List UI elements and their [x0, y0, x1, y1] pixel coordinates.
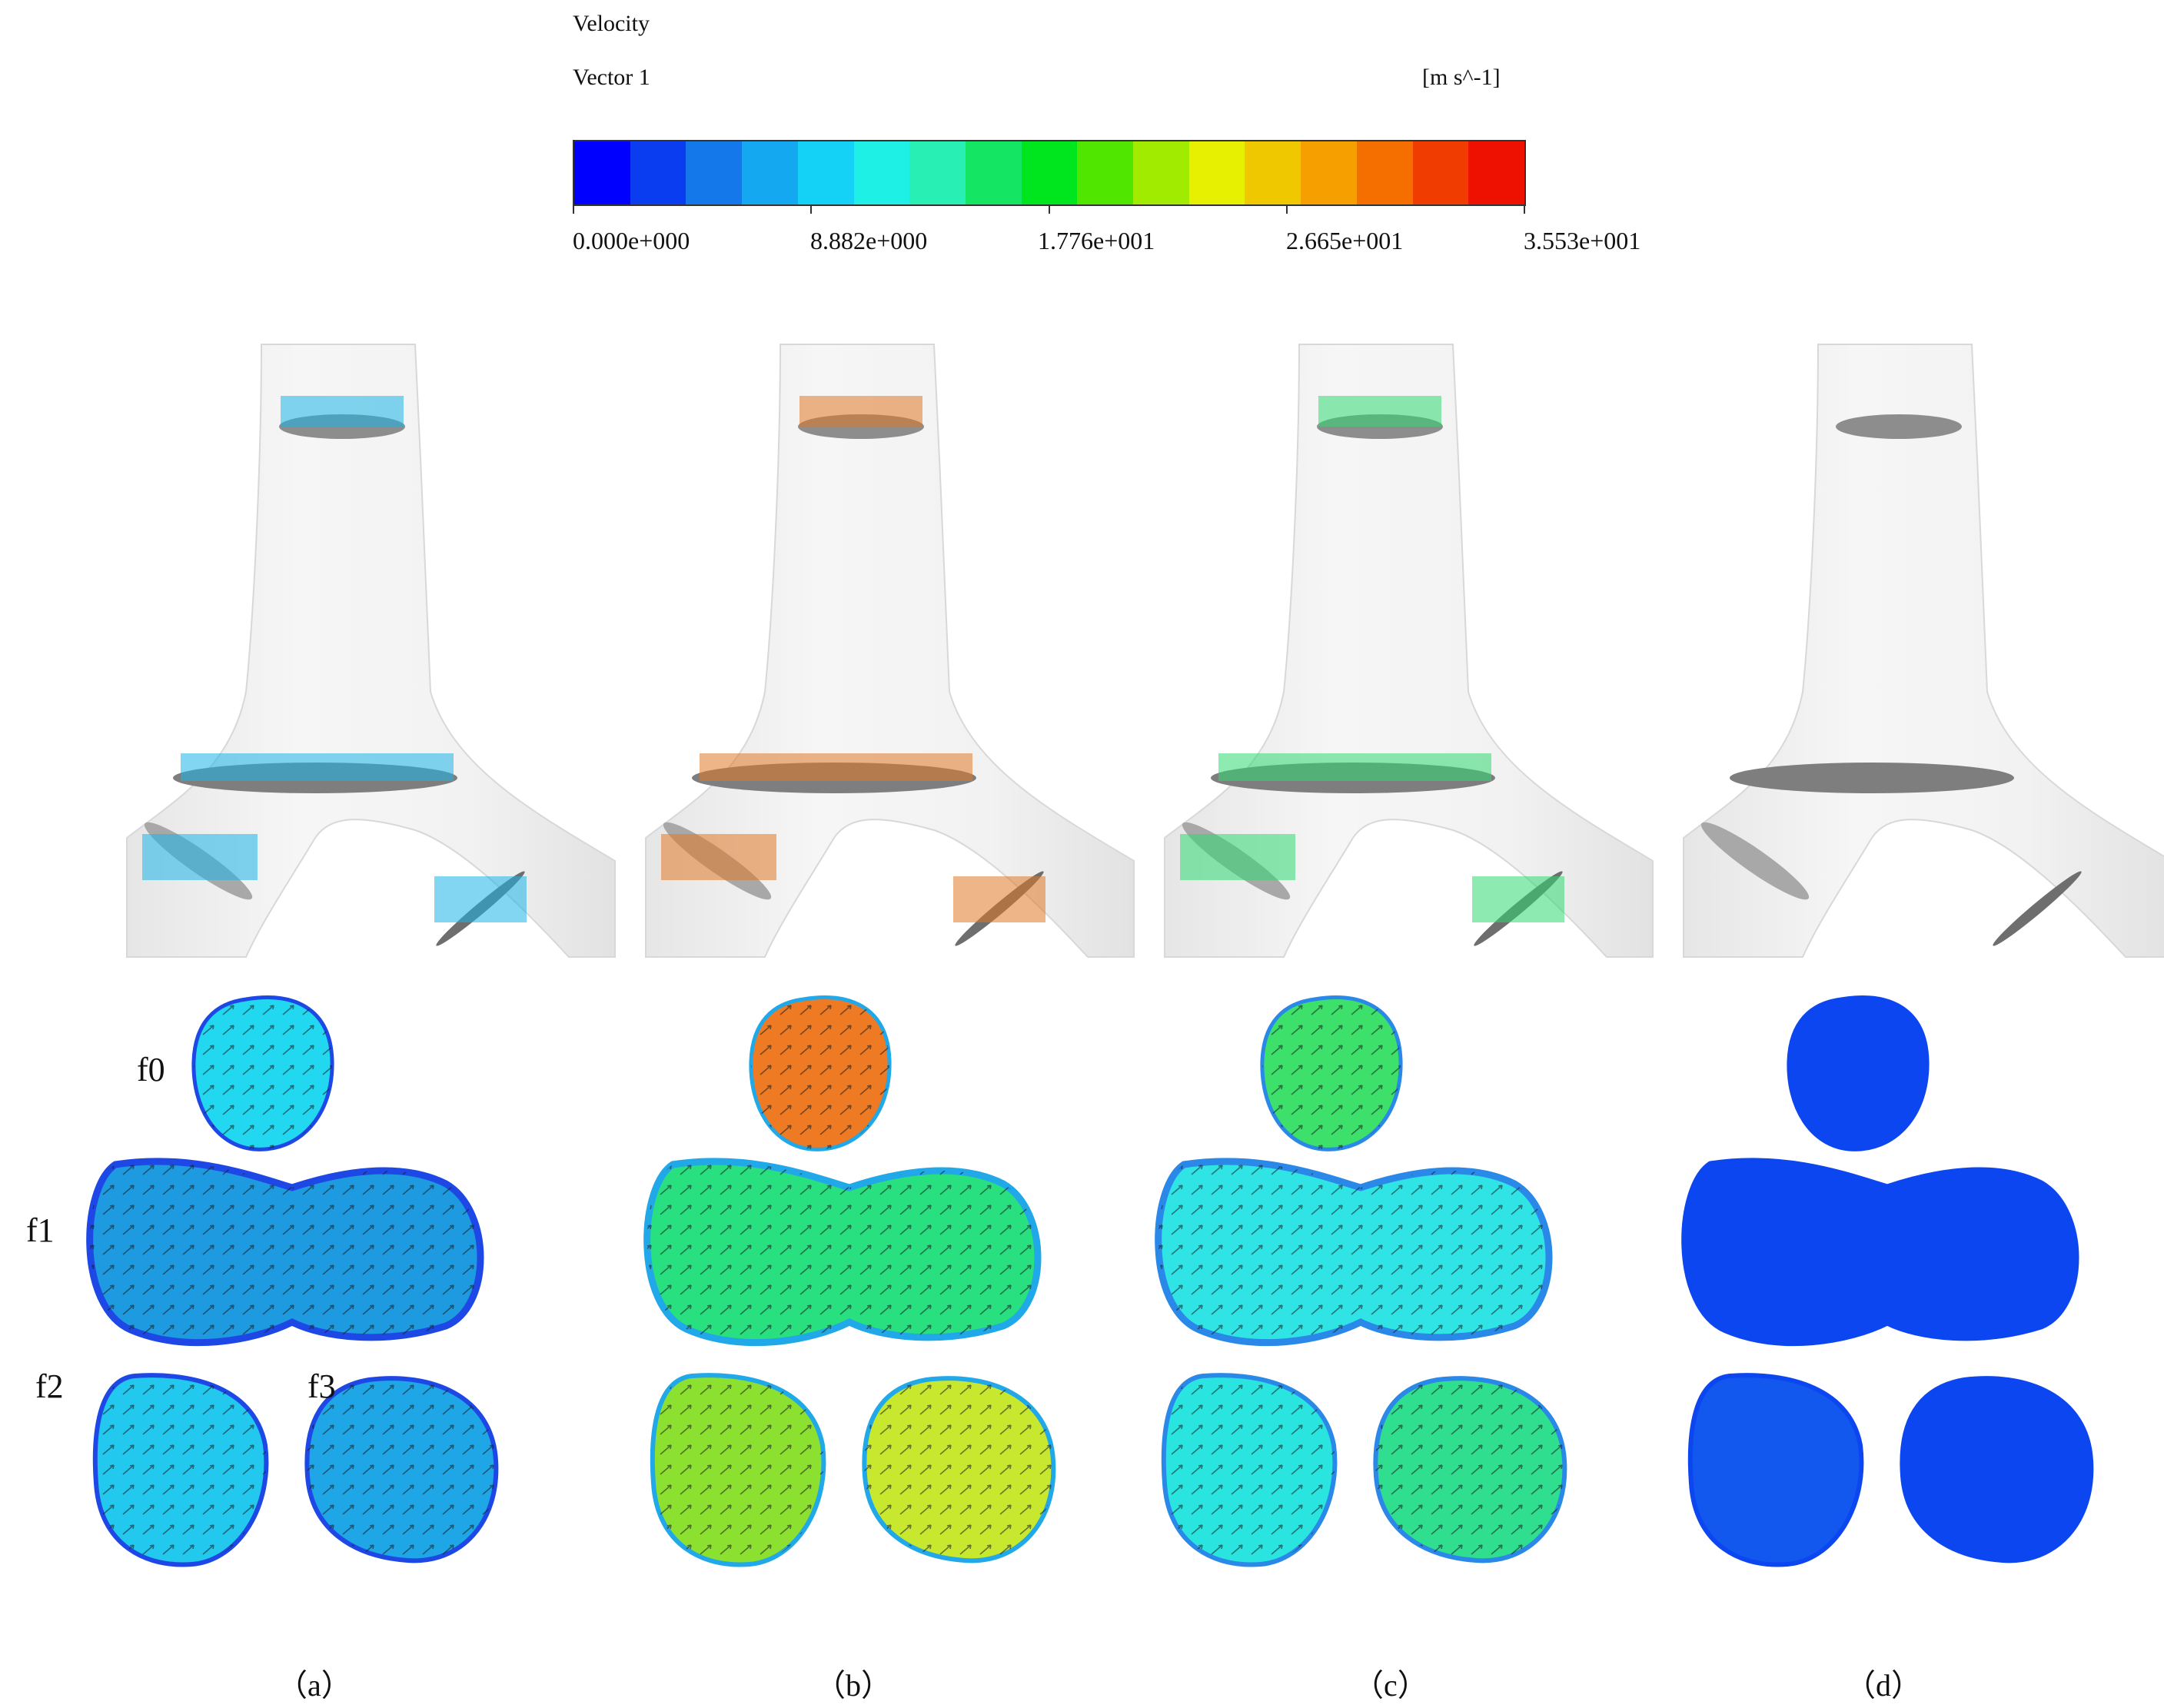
vector-overlay-0 — [1262, 997, 1401, 1150]
legend-subtitle: Vector 1 — [573, 65, 650, 90]
colorbar-segment — [742, 141, 798, 204]
cross-sections-c — [1155, 995, 1567, 1567]
velocity-vectors-0 — [281, 396, 404, 427]
colorbar-segment — [1021, 141, 1078, 204]
velocity-vectors-3 — [1472, 876, 1564, 922]
airway-model-a — [126, 344, 616, 958]
velocity-vectors-1 — [700, 753, 972, 781]
vector-overlay-1 — [1158, 1161, 1549, 1343]
plane-f0 — [1836, 414, 1962, 439]
colorbar-segment — [1245, 141, 1301, 204]
panel-label-c: （c） — [1353, 1668, 1428, 1703]
cross-sections-a — [86, 995, 499, 1567]
velocity-vectors-1 — [181, 753, 454, 781]
panel-label-d: （d） — [1845, 1668, 1922, 1703]
colorbar-tick-label: 0.000e+000 — [573, 227, 690, 254]
section-label-f2: f2 — [35, 1367, 64, 1405]
airway-wall — [126, 344, 616, 958]
panel-label-a: （a） — [277, 1668, 352, 1703]
section-label-f1: f1 — [26, 1211, 55, 1249]
colorbar-tickmark — [1049, 206, 1050, 214]
colorbar-tick-label: 8.882e+000 — [810, 227, 928, 254]
colorbar-tickmark — [1286, 206, 1288, 214]
vector-overlay-2 — [1163, 1375, 1335, 1565]
airway-model-c — [1164, 344, 1654, 958]
section-label-f0: f0 — [137, 1051, 165, 1088]
colorbar-segment — [1188, 141, 1245, 204]
cross-sections-d — [1681, 995, 2094, 1567]
colorbar-segment — [797, 141, 854, 204]
airway-wall — [645, 344, 1135, 958]
colorbar-tickmark — [573, 206, 574, 214]
section-label-f3: f3 — [307, 1367, 336, 1405]
section-f3 — [1900, 1376, 2094, 1563]
velocity-vectors-0 — [1318, 396, 1441, 427]
colorbar-segment — [686, 141, 743, 204]
section-f1 — [1681, 1158, 2079, 1347]
vector-overlay-1 — [647, 1161, 1038, 1343]
colorbar-segment — [574, 141, 630, 204]
plane-f3 — [1993, 871, 2082, 946]
colorbar-segment — [1301, 141, 1357, 204]
vector-overlay-3 — [864, 1378, 1054, 1561]
airway-model-d — [1683, 344, 2164, 958]
velocity-vectors-2 — [661, 834, 776, 880]
colorbar-segment — [1077, 141, 1134, 204]
velocity-vectors-0 — [799, 396, 922, 427]
vector-overlay-2 — [652, 1375, 824, 1565]
colorbar-segment — [965, 141, 1022, 204]
airway-wall — [1164, 344, 1654, 958]
legend-title: Velocity — [573, 11, 650, 36]
colorbar-segment — [1356, 141, 1413, 204]
velocity-vectors-3 — [953, 876, 1045, 922]
velocity-vectors-1 — [1218, 753, 1491, 781]
airway-wall — [1683, 344, 2164, 958]
plane-f2 — [1700, 822, 1810, 900]
vector-overlay-3 — [307, 1378, 497, 1561]
velocity-vectors-2 — [1180, 834, 1295, 880]
colorbar-segment — [1412, 141, 1469, 204]
velocity-vectors-3 — [434, 876, 527, 922]
airway-model-b — [645, 344, 1135, 958]
section-f0 — [1787, 995, 1930, 1151]
vector-overlay-2 — [95, 1375, 267, 1565]
colorbar-segment — [1133, 141, 1189, 204]
section-f2 — [1687, 1373, 1864, 1567]
vector-overlay-1 — [89, 1161, 480, 1343]
plane-f1 — [1730, 763, 2014, 793]
vector-overlay-3 — [1375, 1378, 1565, 1561]
panel-label-b: （b） — [815, 1668, 892, 1703]
colorbar-tick-label: 1.776e+001 — [1038, 227, 1155, 254]
colorbar-tick-label: 2.665e+001 — [1286, 227, 1404, 254]
colorbar-tickmark — [810, 206, 812, 214]
colorbar-tickmark — [1524, 206, 1525, 214]
colorbar-segment — [909, 141, 966, 204]
velocity-vectors-2 — [142, 834, 258, 880]
colorbar — [573, 140, 1526, 206]
colorbar-tick-label: 3.553e+001 — [1524, 227, 1641, 254]
colorbar-segment — [853, 141, 910, 204]
colorbar-segment — [630, 141, 686, 204]
vector-overlay-0 — [193, 997, 333, 1150]
vector-overlay-0 — [750, 997, 890, 1150]
colorbar-segment — [1468, 141, 1524, 204]
legend-unit: [m s^-1] — [1422, 65, 1501, 90]
cross-sections-b — [643, 995, 1056, 1567]
